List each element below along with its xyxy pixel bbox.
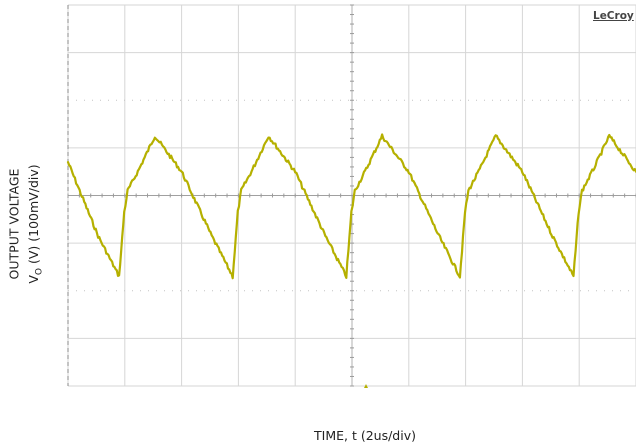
output-voltage-trace: [66, 133, 636, 280]
trace-layer: [66, 133, 636, 388]
y-axis-label-line2: VO (V) (100mV/div): [25, 164, 45, 284]
y-axis-label-line1: OUTPUT VOLTAGE: [6, 168, 22, 280]
grid: [67, 4, 636, 387]
x-axis-label: TIME, t (2us/div): [314, 428, 416, 443]
trigger-marker-icon: [364, 384, 368, 388]
scope-brand-label: LeCroy: [593, 10, 634, 22]
